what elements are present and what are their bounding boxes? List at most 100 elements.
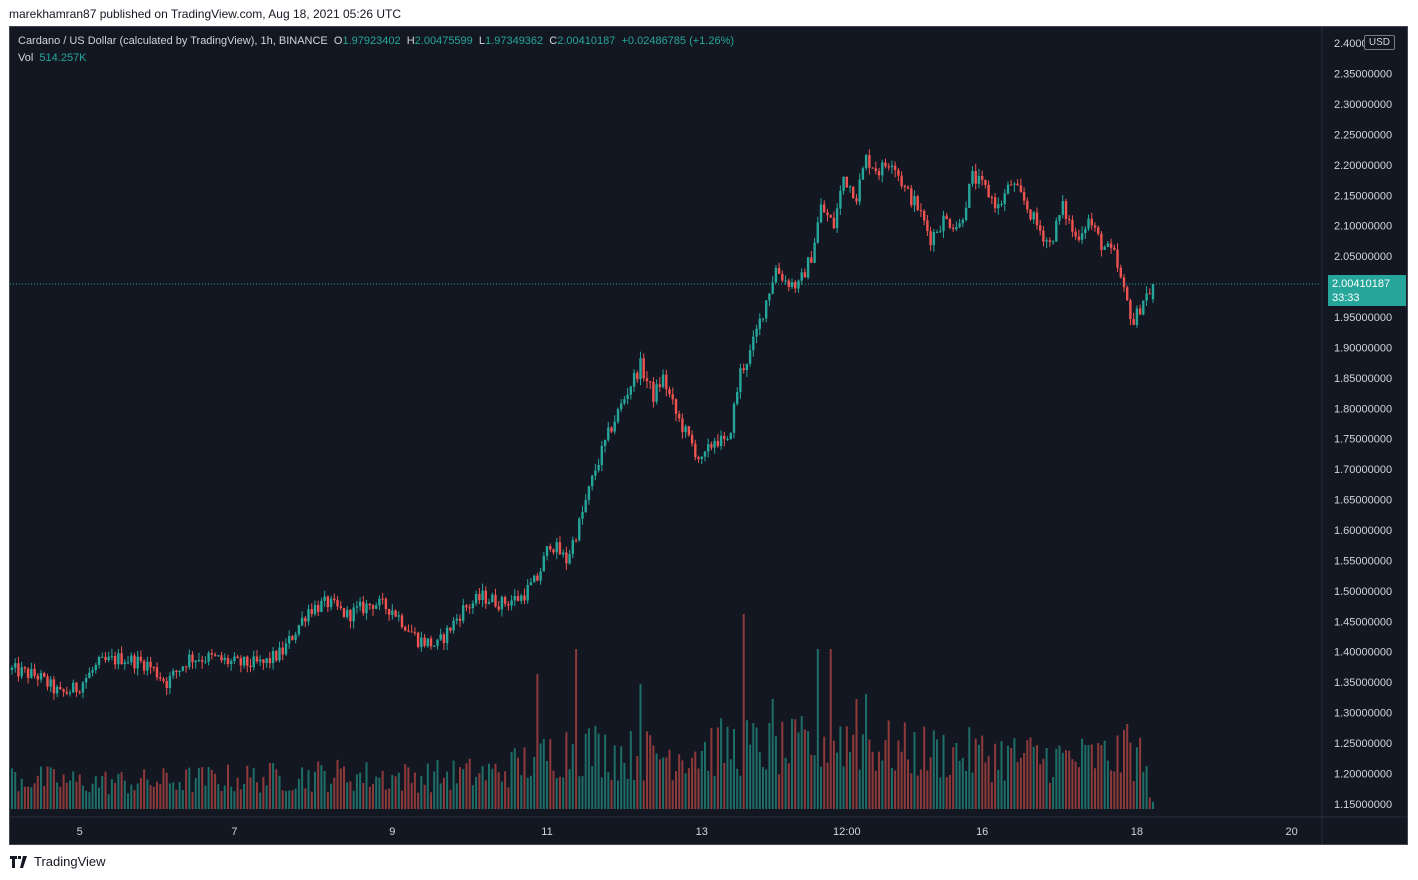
candle-body (43, 673, 46, 677)
footer-brand: TradingView (34, 854, 106, 869)
tradingview-logo[interactable]: TradingView (10, 854, 106, 869)
volume-bar (926, 770, 929, 809)
candle-body (26, 668, 30, 678)
volume-bar (639, 684, 642, 809)
volume-bar (281, 790, 284, 809)
candle-body (1122, 277, 1126, 288)
price-chart[interactable]: 2.400000002.350000002.300000002.25000000… (10, 27, 1407, 844)
volume-bar (565, 732, 568, 809)
candle-body (255, 656, 259, 662)
volume-bar (1142, 771, 1145, 809)
volume-bar (191, 792, 194, 809)
volume-bar (500, 781, 503, 809)
volume-bar (478, 773, 481, 809)
volume-bar (729, 759, 732, 809)
candle-body (172, 670, 175, 676)
candle-body (478, 594, 481, 601)
candle-body (110, 656, 114, 657)
volume-bar (900, 751, 903, 809)
candle-body (288, 636, 291, 644)
legend-symbol[interactable]: Cardano / US Dollar (calculated by Tradi… (18, 35, 328, 47)
volume-bar (523, 747, 526, 809)
candle-body (716, 440, 720, 447)
price-tick-label: 2.35000000 (1334, 69, 1392, 81)
volume-bar (613, 745, 616, 809)
candle-body (20, 667, 23, 677)
volume-bar (185, 769, 188, 809)
candle-body (384, 598, 388, 609)
volume-bar (1126, 724, 1129, 809)
legend-high: 2.00475599 (414, 35, 473, 47)
volume-bar (165, 772, 168, 809)
volume-bar (952, 747, 955, 809)
candle-body (1148, 293, 1151, 295)
price-tick-label: 2.10000000 (1334, 221, 1392, 233)
volume-bar (214, 773, 217, 809)
candle-body (284, 643, 288, 655)
candle-body (819, 204, 823, 223)
candle-body (771, 282, 774, 294)
volume-bar (430, 792, 432, 809)
volume-bar (1090, 744, 1093, 809)
volume-bar (11, 768, 13, 809)
candle-body (607, 427, 610, 440)
volume-bar (739, 775, 742, 809)
candle-body (681, 418, 684, 433)
volume-bar (981, 735, 984, 809)
candle-body (816, 222, 819, 243)
currency-badge[interactable]: USD (1363, 35, 1395, 50)
volume-bar (504, 771, 507, 809)
candle-body (68, 692, 72, 694)
volume-bar (594, 726, 597, 809)
candle-body (320, 600, 323, 612)
volume-bar (1077, 767, 1080, 809)
volume-bar (733, 729, 735, 809)
volume-bar (662, 757, 665, 809)
candle-body (1116, 249, 1119, 268)
volume-bar (420, 775, 423, 809)
volume-bar (623, 762, 626, 809)
volume-bar (1068, 750, 1071, 809)
volume-bar (1132, 781, 1135, 809)
volume-bar (355, 774, 358, 809)
candle-body (152, 667, 155, 669)
candle-body (1022, 192, 1026, 201)
price-tick-label: 2.30000000 (1334, 99, 1392, 111)
candle-body (981, 175, 984, 180)
candle-body (455, 618, 458, 621)
volume-bar (391, 775, 394, 809)
candle-body (271, 651, 275, 664)
volume-bar (713, 775, 716, 809)
candle-body (300, 617, 304, 626)
candle-body (929, 231, 932, 246)
candle-body (707, 444, 710, 452)
volume-bar (168, 783, 171, 809)
volume-bar (36, 775, 39, 809)
volume-bar (146, 779, 149, 809)
chart-area[interactable]: 2.400000002.350000002.300000002.25000000… (9, 26, 1408, 845)
volume-bar (1119, 772, 1122, 809)
volume-bar (1123, 730, 1125, 809)
volume-bar (881, 760, 884, 809)
volume-bar (1139, 737, 1142, 809)
candle-body (968, 183, 971, 208)
candle-body (948, 219, 952, 228)
candle-body (178, 670, 181, 672)
candle-body (142, 661, 146, 671)
price-tick-label: 1.80000000 (1334, 403, 1392, 415)
candle-body (755, 328, 758, 337)
candle-body (874, 168, 877, 171)
candle-body (855, 198, 858, 202)
candle-body (835, 208, 839, 228)
candle-body (81, 682, 85, 693)
volume-bar (858, 769, 861, 809)
volume-bar (175, 789, 178, 809)
volume-bar (107, 794, 110, 809)
candle-body (107, 656, 110, 661)
candle-body (426, 638, 429, 646)
candle-body (242, 656, 246, 666)
volume-bar (27, 786, 30, 809)
volume-bar (884, 740, 887, 809)
volume-bar (59, 786, 62, 809)
volume-bar (98, 787, 100, 809)
